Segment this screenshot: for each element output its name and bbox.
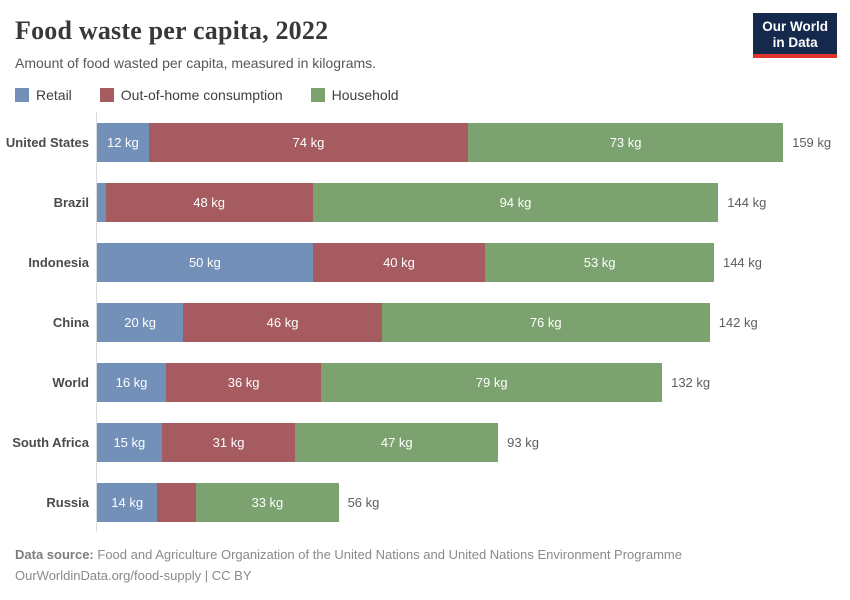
- bar-segment-out-of-home-consumption[interactable]: [157, 482, 197, 522]
- chart-row-south-africa: South Africa 15 kg 31 kg 47 kg 93 kg: [0, 412, 850, 472]
- bar-segment-out-of-home-consumption[interactable]: 48 kg: [105, 182, 313, 222]
- bar-segment-household[interactable]: 73 kg: [468, 122, 784, 162]
- bar-segment-out-of-home-consumption[interactable]: 46 kg: [183, 302, 382, 342]
- bar-track: 15 kg 31 kg 47 kg 93 kg: [96, 412, 850, 472]
- bar-segment-household[interactable]: 53 kg: [485, 242, 714, 282]
- bar-segment-retail[interactable]: 12 kg: [97, 122, 149, 162]
- chart-row-china: China 20 kg 46 kg 76 kg 142 kg: [0, 292, 850, 352]
- segment-value-label: 14 kg: [111, 494, 144, 510]
- stacked-bar: 14 kg 33 kg: [97, 482, 339, 522]
- owid-logo[interactable]: Our World in Data: [753, 13, 837, 58]
- segment-value-label: 76 kg: [529, 314, 562, 330]
- bar-track: 20 kg 46 kg 76 kg 142 kg: [96, 292, 850, 352]
- category-label: Indonesia: [28, 254, 89, 270]
- legend-label: Retail: [36, 87, 72, 103]
- legend-item-retail[interactable]: Retail: [15, 87, 72, 103]
- segment-value-label: 16 kg: [115, 374, 148, 390]
- stacked-bar: 12 kg 74 kg 73 kg: [97, 122, 784, 162]
- bar-segment-retail[interactable]: 16 kg: [97, 362, 166, 402]
- bar-segment-retail[interactable]: 14 kg: [97, 482, 158, 522]
- bar-segment-out-of-home-consumption[interactable]: 74 kg: [148, 122, 469, 162]
- legend-swatch-household: [310, 88, 325, 102]
- segment-value-label: 12 kg: [106, 134, 139, 150]
- segment-value-label: 53 kg: [583, 254, 616, 270]
- category-label: South Africa: [12, 434, 89, 450]
- category-label: China: [52, 314, 89, 330]
- bar-segment-retail[interactable]: 15 kg: [97, 422, 162, 462]
- chart-row-indonesia: Indonesia 50 kg 40 kg 53 kg 144 kg: [0, 232, 850, 292]
- bar-segment-retail[interactable]: 20 kg: [97, 302, 184, 342]
- chart-subtitle: Amount of food wasted per capita, measur…: [15, 55, 377, 71]
- footer-license-line[interactable]: OurWorldinData.org/food-supply | CC BY: [15, 568, 252, 583]
- legend-label: Out-of-home consumption: [120, 87, 283, 103]
- stacked-bar: 16 kg 36 kg 79 kg: [97, 362, 663, 402]
- total-label: 56 kg: [347, 494, 380, 510]
- bar-track: 12 kg 74 kg 73 kg 159 kg: [96, 112, 850, 172]
- category-label: Russia: [46, 494, 89, 510]
- stacked-bar: 20 kg 46 kg 76 kg: [97, 302, 710, 342]
- segment-value-label: 46 kg: [266, 314, 299, 330]
- bar-segment-household[interactable]: 94 kg: [312, 182, 719, 222]
- legend-item-household[interactable]: Household: [310, 87, 399, 103]
- chart-row-brazil: Brazil 48 kg 94 kg 144 kg: [0, 172, 850, 232]
- segment-value-label: 47 kg: [380, 434, 413, 450]
- data-source-label: Data source:: [15, 547, 94, 562]
- segment-value-label: 20 kg: [124, 314, 157, 330]
- legend-item-out-of-home-consumption[interactable]: Out-of-home consumption: [99, 87, 283, 103]
- chart-row-russia: Russia 14 kg 33 kg 56 kg: [0, 472, 850, 532]
- bar-segment-household[interactable]: 76 kg: [381, 302, 710, 342]
- chart-row-united-states: United States 12 kg 74 kg 73 kg 159 kg: [0, 112, 850, 172]
- bar-track: 50 kg 40 kg 53 kg 144 kg: [96, 232, 850, 292]
- segment-value-label: 74 kg: [292, 134, 325, 150]
- segment-value-label: 50 kg: [188, 254, 221, 270]
- legend-swatch-retail: [15, 88, 29, 102]
- bar-track: 48 kg 94 kg 144 kg: [96, 172, 850, 232]
- total-label: 132 kg: [671, 374, 711, 390]
- total-label: 144 kg: [722, 254, 763, 270]
- footer: Data source: Food and Agriculture Organi…: [15, 544, 835, 586]
- segment-value-label: 40 kg: [383, 254, 415, 270]
- bar-segment-out-of-home-consumption[interactable]: 40 kg: [312, 242, 486, 282]
- stacked-bar: 15 kg 31 kg 47 kg: [97, 422, 499, 462]
- bar-segment-out-of-home-consumption[interactable]: 31 kg: [161, 422, 296, 462]
- stacked-bar-chart: United States 12 kg 74 kg 73 kg 159 kg Brazil…: [0, 112, 850, 532]
- category-label: World: [52, 374, 89, 390]
- total-label: 159 kg: [792, 134, 832, 150]
- segment-value-label: 15 kg: [113, 434, 146, 450]
- bar-segment-retail[interactable]: 50 kg: [97, 242, 313, 282]
- bar-segment-retail[interactable]: [97, 182, 106, 222]
- chart-row-world: World 16 kg 36 kg 79 kg 132 kg: [0, 352, 850, 412]
- category-label: United States: [5, 134, 89, 150]
- chart-title: Food waste per capita, 2022: [15, 16, 329, 45]
- bar-segment-household[interactable]: 79 kg: [321, 362, 663, 402]
- legend-label: Household: [331, 87, 399, 103]
- legend-swatch-out-of-home-consumption: [99, 88, 114, 102]
- stacked-bar: 48 kg 94 kg: [97, 182, 719, 222]
- segment-value-label: 48 kg: [193, 194, 226, 210]
- segment-value-label: 33 kg: [251, 494, 284, 510]
- total-label: 142 kg: [718, 314, 758, 330]
- total-label: 93 kg: [507, 434, 539, 450]
- footer-source-line: Data source: Food and Agriculture Organi…: [15, 544, 835, 565]
- legend: Retail Out-of-home consumption Household: [0, 87, 850, 103]
- segment-value-label: 94 kg: [499, 194, 532, 210]
- chart-header: Food waste per capita, 2022 Amount of fo…: [0, 0, 850, 71]
- total-label: 144 kg: [727, 194, 767, 210]
- bar-track: 14 kg 33 kg 56 kg: [96, 472, 850, 532]
- stacked-bar: 50 kg 40 kg 53 kg: [97, 242, 714, 282]
- segment-value-label: 31 kg: [212, 434, 245, 450]
- owid-logo-line2: in Data: [772, 35, 818, 50]
- bar-segment-household[interactable]: 47 kg: [295, 422, 499, 462]
- owid-logo-line1: Our World: [762, 19, 828, 34]
- bar-segment-household[interactable]: 33 kg: [196, 482, 339, 522]
- category-label: Brazil: [53, 194, 89, 210]
- segment-value-label: 79 kg: [475, 374, 508, 390]
- bar-track: 16 kg 36 kg 79 kg 132 kg: [96, 352, 850, 412]
- bar-segment-out-of-home-consumption[interactable]: 36 kg: [166, 362, 322, 402]
- segment-value-label: 73 kg: [609, 134, 642, 150]
- segment-value-label: 36 kg: [227, 374, 260, 390]
- data-source-text: Food and Agriculture Organization of the…: [97, 547, 682, 562]
